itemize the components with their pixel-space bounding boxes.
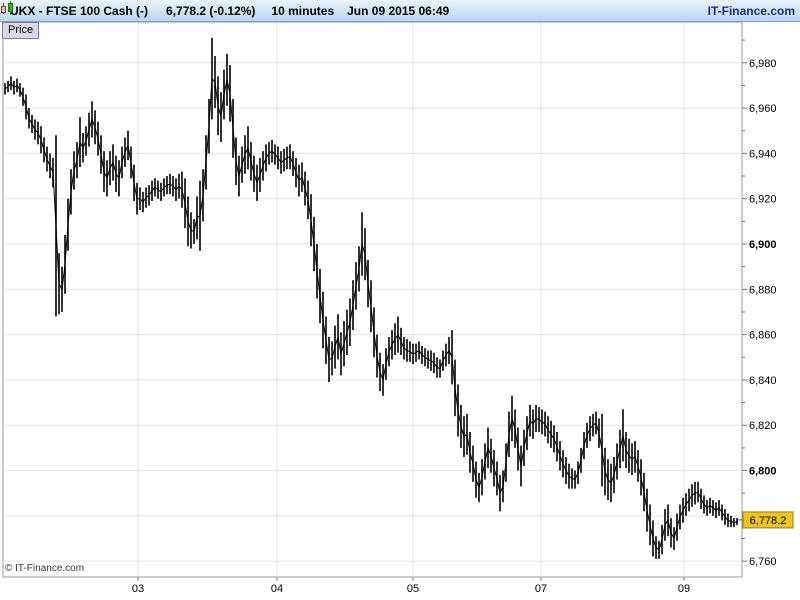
y-axis-label: 6,920	[749, 194, 777, 206]
y-axis-label: 6,820	[749, 420, 777, 432]
x-axis-label: 03	[132, 583, 144, 595]
y-axis-label: 6,840	[749, 375, 777, 387]
x-axis-label: 04	[271, 583, 283, 595]
x-axis-label: 05	[407, 583, 419, 595]
datetime-label: Jun 09 2015 06:49	[347, 3, 450, 18]
price-midline	[4, 77, 738, 551]
header-bar: UKX - FTSE 100 Cash (-) 6,778.2 (-0.12%)…	[0, 0, 800, 22]
x-axis-label: 09	[678, 583, 690, 595]
gridlines	[4, 23, 741, 576]
instrument-title: UKX - FTSE 100 Cash (-)	[10, 3, 149, 18]
time-axis: 03 04 05 07 09	[132, 577, 690, 595]
y-axis-label: 6,800	[749, 466, 777, 478]
y-axis-label: 6,900	[749, 239, 777, 251]
timeframe-label: 10 minutes	[271, 3, 335, 18]
copyright-watermark: © IT-Finance.com	[5, 563, 85, 574]
y-axis-label: 6,880	[749, 284, 777, 296]
y-axis-label: 6,860	[749, 330, 777, 342]
last-price-value: 6,778.2	[750, 515, 787, 527]
tab-price[interactable]: Price	[2, 22, 40, 39]
brand-text: IT-Finance.com	[707, 3, 795, 18]
price-bars	[4, 37, 738, 559]
y-axis-label: 6,940	[749, 148, 777, 160]
y-axis-label: 6,980	[749, 58, 777, 70]
last-price-change: 6,778.2 (-0.12%)	[166, 3, 256, 18]
last-price-tag: 6,778.2	[737, 511, 794, 529]
price-axis: 6,7606,7806,8006,8206,8406,8606,8806,900…	[742, 39, 777, 568]
y-axis-label: 6,760	[749, 556, 777, 568]
y-axis-label: 6,960	[749, 103, 777, 115]
plot-border	[2, 21, 743, 578]
x-axis-label: 07	[535, 583, 547, 595]
